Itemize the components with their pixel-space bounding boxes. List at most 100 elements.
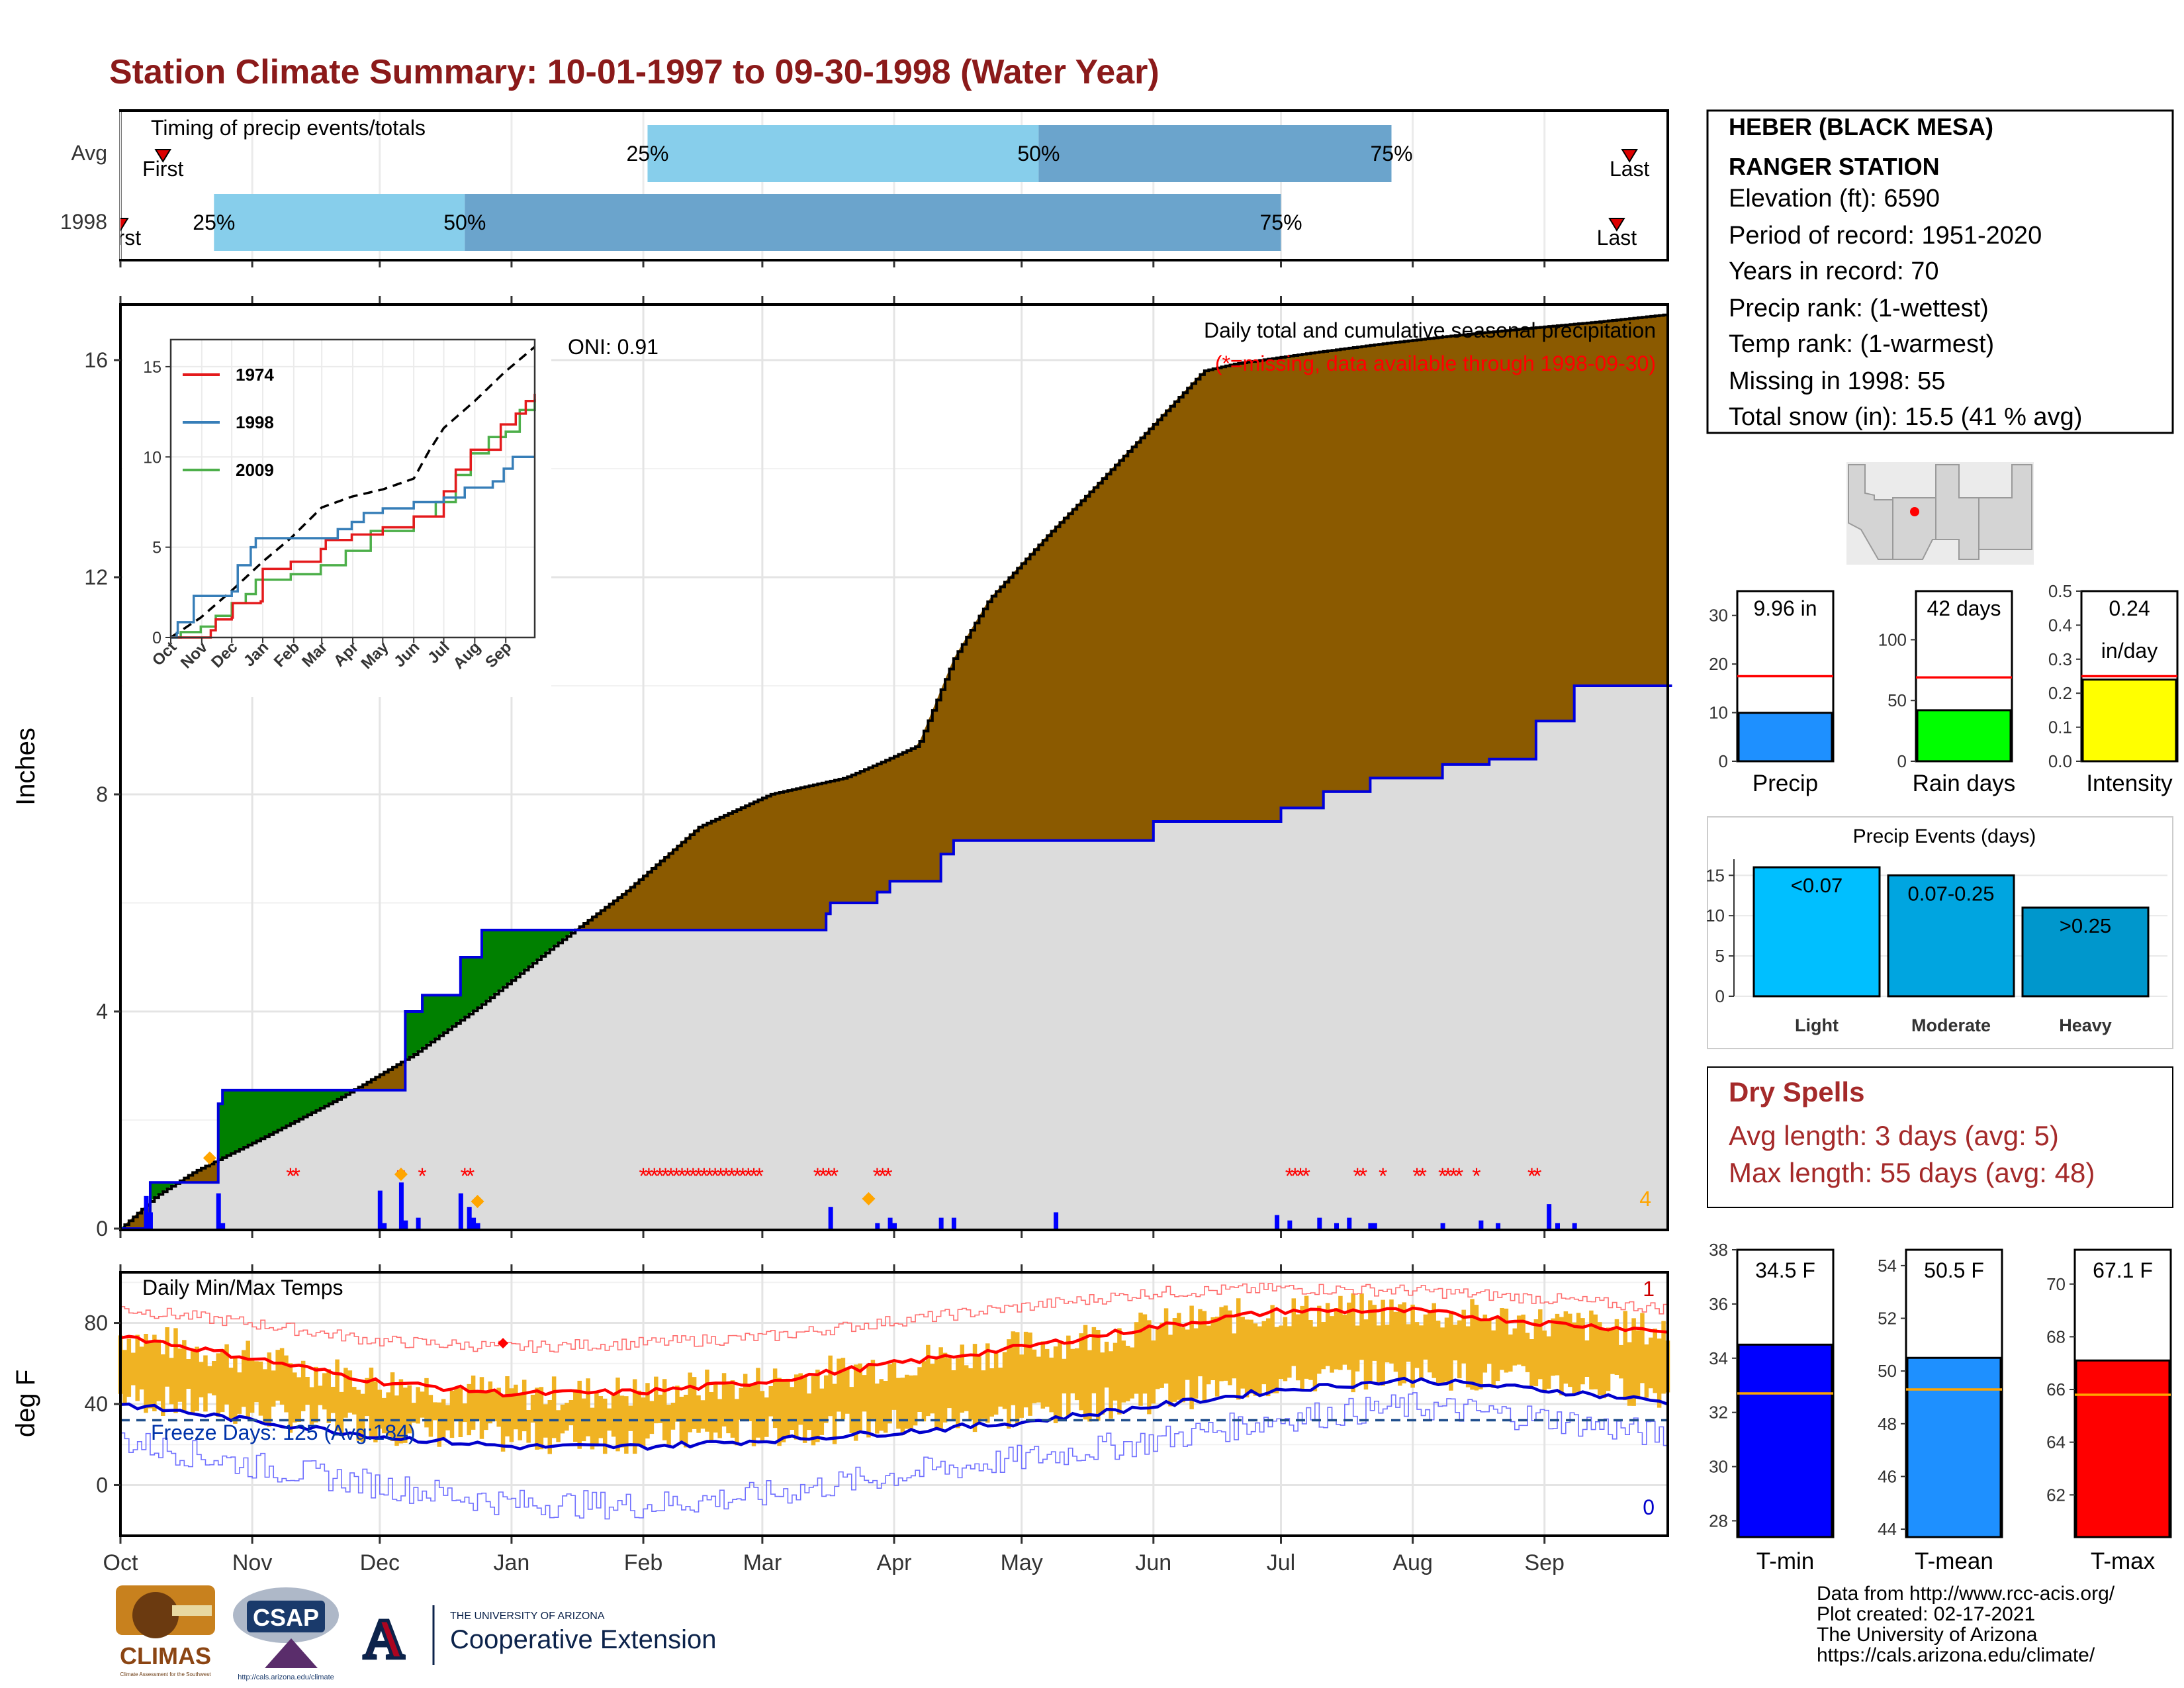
events-y-tick-label: 5 xyxy=(1715,946,1725,966)
station-years: Years in record: 70 xyxy=(1729,258,1939,285)
temp-y-tick-label: 40 xyxy=(84,1392,108,1416)
events-bar xyxy=(2021,906,2150,998)
summary-y-tick-label: 50 xyxy=(1888,690,1907,710)
temp-y-axis: 0 40 80 xyxy=(84,1311,120,1497)
daily-precip-bar xyxy=(220,1223,226,1229)
missing-data-star: * xyxy=(873,1164,882,1189)
missing-data-star: * xyxy=(722,1164,731,1189)
inset-legend-label: 1974 xyxy=(236,365,274,385)
missing-data-star: * xyxy=(678,1164,686,1189)
precip-legend-note: (*=missing, data available through 1998-… xyxy=(1215,352,1656,375)
missing-data-star: * xyxy=(1438,1164,1447,1189)
dry-spells-max: Max length: 55 days (avg: 48) xyxy=(1729,1157,2095,1188)
climas-logo-circle xyxy=(132,1592,179,1638)
climas-logo-bar xyxy=(172,1605,212,1616)
missing-data-star: * xyxy=(1472,1164,1480,1189)
daily-precip-bar xyxy=(377,1190,383,1229)
cumulative-dry-deficit xyxy=(124,314,1668,1229)
summary-category-label: Rain days xyxy=(1913,771,2016,796)
precip-events-chart: 0 5 10 15 <0.07 Light 0.07-0.25 Moderate >0.25 He… xyxy=(1706,859,2167,1035)
missing-data-star: * xyxy=(1412,1164,1421,1189)
temp-summary-y-tick-label: 52 xyxy=(1878,1309,1897,1329)
average-cumulative-line xyxy=(120,313,1669,1230)
daily-precip-bar xyxy=(467,1207,472,1229)
timing-bar-q2 xyxy=(465,194,1281,251)
inset-2009-line xyxy=(171,399,536,639)
daily-precip-bar xyxy=(1440,1223,1445,1229)
temp-summary-y-tick-label: 32 xyxy=(1709,1403,1728,1423)
timing-panel: Timing of precip events/totals Avg 1998 … xyxy=(60,109,1669,261)
missing-data-star: * xyxy=(711,1164,719,1189)
inset-1974-line xyxy=(171,393,536,639)
precip-panel: ** * ** ********************** **** *** **** **… xyxy=(11,303,1672,1241)
page-title: Station Climate Summary: 10-01-1997 to 0… xyxy=(109,53,1160,91)
ua-logo-a-icon: A xyxy=(363,1607,404,1671)
climas-logo-text: CLIMAS xyxy=(120,1642,211,1669)
missing-data-star: * xyxy=(683,1164,692,1189)
month-tick-label: Jun xyxy=(1135,1550,1171,1575)
precip-legend-title: Daily total and cumulative seasonal prec… xyxy=(1204,318,1656,342)
station-temp-rank: Temp rank: (1-warmest) xyxy=(1729,330,1994,358)
month-tick-label: Jan xyxy=(494,1550,530,1575)
daily-precip-bar xyxy=(1572,1223,1577,1229)
missing-data-star: * xyxy=(418,1164,426,1189)
missing-data-star: * xyxy=(1449,1164,1458,1189)
missing-data-star: * xyxy=(645,1164,653,1189)
missing-data-star: * xyxy=(292,1164,300,1189)
events-category-label: Heavy xyxy=(2059,1015,2112,1035)
summary-value-label: 42 days xyxy=(1927,596,2001,620)
daily-precip-bar xyxy=(148,1212,153,1229)
csap-logo: CSAP http://cals.arizona.edu/climate xyxy=(233,1587,339,1681)
snow-marker xyxy=(394,1168,408,1181)
record-low-line xyxy=(120,1392,1668,1520)
snow-marker xyxy=(862,1192,876,1205)
daily-precip-bar xyxy=(1372,1223,1377,1229)
daily-precip-bar xyxy=(1547,1204,1552,1229)
summary-y-tick-label: 0.4 xyxy=(2048,615,2072,635)
station-name-line1: HEBER (BLACK MESA) xyxy=(1729,113,1993,140)
month-tick-label: Aug xyxy=(1392,1550,1433,1575)
daily-precip-bar xyxy=(1334,1223,1339,1229)
temp-y-tick-label: 80 xyxy=(84,1311,108,1335)
credits: Data from http://www.rcc-acis.org/ Plot … xyxy=(1817,1583,2115,1665)
temp-summary-y-tick-label: 68 xyxy=(2046,1327,2066,1346)
precip-y-tick-label: 0 xyxy=(96,1217,108,1241)
first-event-label: First xyxy=(142,157,183,181)
month-tick-label: Sep xyxy=(1524,1550,1565,1575)
temp-summary-category: T-max xyxy=(2091,1548,2156,1574)
inset-y-tick-label: 5 xyxy=(152,539,161,557)
temp-top-right: 1 xyxy=(1643,1277,1655,1301)
summary-y-tick-label: 0.0 xyxy=(2048,751,2072,771)
precip-y-tick-label: 12 xyxy=(84,565,108,589)
temp-summary-y-tick-label: 64 xyxy=(2046,1432,2066,1452)
daily-precip-bar xyxy=(458,1193,463,1229)
last-event-marker xyxy=(1621,149,1638,163)
temp-summary-y-tick-label: 62 xyxy=(2046,1485,2066,1505)
temp-summary-value: 34.5 F xyxy=(1755,1258,1815,1282)
temp-summary-y-tick-label: 66 xyxy=(2046,1380,2066,1399)
missing-data-star: * xyxy=(813,1164,822,1189)
summary-value-unit: in/day xyxy=(2101,639,2158,663)
missing-data-star: * xyxy=(755,1164,764,1189)
precip-missing-markers: ** * ** ********************** **** *** **** **… xyxy=(286,1164,1541,1189)
temp-summary-bar xyxy=(1906,1356,2002,1538)
missing-data-star: * xyxy=(689,1164,698,1189)
precip-events-panel: Precip Events (days) 0 5 10 15 <0.07 Light 0.0… xyxy=(1706,816,2173,1049)
timing-label-50: 50% xyxy=(443,211,486,234)
station-elevation: Elevation (ft): 6590 xyxy=(1729,185,1940,212)
station-info-box: HEBER (BLACK MESA) RANGER STATION Elevat… xyxy=(1706,109,2174,434)
summary-y-tick-label: 20 xyxy=(1709,654,1728,674)
temp-panel: 0 40 80 deg F Daily Min/Max Temps Freeze D… xyxy=(11,1271,1670,1537)
oni-value: ONI: 0.91 xyxy=(568,335,659,359)
climas-logo-subtext: Climate Assessment for the Southwest xyxy=(120,1671,212,1677)
missing-data-star: * xyxy=(1302,1164,1310,1189)
events-bar-label: <0.07 xyxy=(1791,874,1843,897)
events-bar xyxy=(1887,874,2015,998)
missing-data-star: * xyxy=(1418,1164,1427,1189)
credit-line-4: https://cals.arizona.edu/climate/ xyxy=(1817,1644,2095,1666)
month-axis: Oct Nov Dec Jan Feb Mar Apr May Jun Jul Aug Sep xyxy=(103,261,1565,1575)
missing-data-star: * xyxy=(1285,1164,1294,1189)
month-tick-label: Feb xyxy=(624,1550,663,1575)
month-tick-label: Dec xyxy=(360,1550,400,1575)
precip-right-count: 4 xyxy=(1639,1187,1651,1211)
